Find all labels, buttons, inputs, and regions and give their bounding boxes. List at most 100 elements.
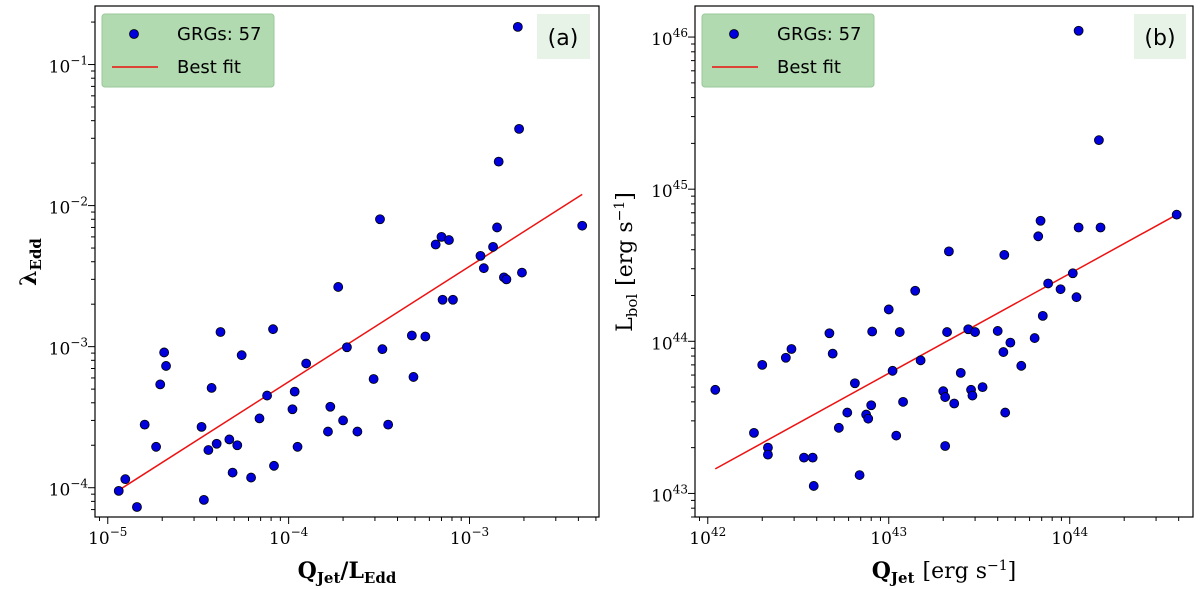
panel-b-data-point [749,427,759,438]
panel-a-data-point [342,342,352,353]
panel-a-data-point [236,350,247,361]
panel-a-data-point [512,21,523,32]
panel-b-y-tick-label: 1044 [651,330,688,354]
panel-b-y-axis-label: Lbol[erg s−1] [612,192,641,332]
panel-b-data-point [942,327,952,337]
panel-b-data-point [887,365,898,376]
panel-a-data-point [254,413,265,424]
panel-a-data-point [475,250,486,261]
panel-a-legend-box [101,13,275,88]
panel-b-x-tick-label: 1042 [689,525,726,549]
panel-b-tag: (b) [1134,14,1186,59]
panel-b-data-point [915,355,926,366]
panel-b-data-point [824,328,835,339]
panel-b-data-point [1005,337,1016,348]
panel-b-data-point [1073,25,1084,36]
panel-b-ticks [688,36,1180,524]
panel-b-plot-frame [694,5,1194,518]
panel-a-tag-box [537,14,590,59]
panel-a-data-point [501,274,512,285]
panel-b-data-point [849,378,860,389]
panel-a-data-point [206,383,217,393]
panel-b-data-point [763,449,773,460]
panel-a-data-point [352,426,363,437]
panel-b-data-point [833,422,844,433]
panel-b-data-point [1067,268,1078,279]
panel-a-data-point [246,472,256,483]
panel-b-data-point [786,344,797,354]
panel-a-data-point [262,390,272,401]
panel-b-chart: 1042 1043 1044 1043 1044 1045 1046 QJet[… [612,5,1194,587]
panel-a-data-point [488,241,498,252]
panel-b-data-point [1095,222,1106,233]
panel-b-data-point [842,407,853,418]
panel-a-y-tick-labels: 10−4 10−3 10−2 10−1 [49,54,89,501]
panel-b-data-point [867,326,878,337]
panel-b-data-point [1073,222,1084,233]
panel-a-data-point [211,438,222,449]
panel-b-data-point [1055,284,1066,295]
panel-a-y-tick-label: 10−1 [49,54,88,78]
panel-a-data-point [224,434,235,445]
panel-a-data-point [151,441,161,452]
panel-b-data-point [799,452,809,463]
panel-a-data-point [375,214,385,225]
panel-b-data-point [757,359,768,370]
panel-a-data-point [408,372,419,382]
panel-a-data-point [301,358,312,369]
panel-a-data-point [406,330,417,341]
panel-b-y-tick-label: 1043 [651,482,688,506]
panel-b-data-point [1171,209,1182,220]
panel-a-data-point [215,327,226,337]
panel-b-data-point [977,382,988,393]
panel-b-data-point [1029,333,1040,343]
panel-b-data-point [1071,292,1082,303]
panel-a-data-point [420,331,431,342]
panel-b-data-point [1033,231,1044,242]
panel-a-data-point [132,502,142,512]
panel-a-data-point [437,294,448,305]
panel-a-data-point [227,467,238,478]
panel-b-data-point [970,327,980,337]
panel-a-data-point [323,426,333,437]
panel-b-x-tick-label: 1044 [1051,525,1088,549]
panel-a-data-point [232,440,243,451]
panel-b-data-point [955,367,966,378]
panel-b-data-point [992,326,1003,336]
panel-b-data-point [808,481,819,491]
panel-a-y-tick-label: 10−3 [49,336,88,360]
panel-b-data-point [1016,360,1027,371]
panel-a-data-point [333,282,344,292]
panel-b-legend-label-points: GRGs: 57 [777,24,861,45]
panel-a-data-point [292,441,303,452]
panel-a-tag-label: (a) [548,26,579,51]
panel-a-chart: 10−5 10−4 10−3 10−4 10−3 10−2 10−1 QJet/… [16,5,600,587]
panel-b-data-point [807,452,818,463]
panel-b-data-point [940,392,951,402]
panel-a-x-tick-label: 10−4 [269,525,309,549]
panel-a-data-point [430,239,441,250]
panel-b-data-point [898,396,908,407]
panel-a-ticks [88,21,597,524]
panel-b-data-point [940,441,951,451]
panel-b-legend-box [701,13,875,88]
panel-b-y-tick-label: 1045 [651,178,688,202]
panel-a-data-point [268,324,278,335]
panel-b-best-fit-line [714,214,1178,470]
panel-a-data-point [198,494,209,505]
panel-b-data-point [1035,215,1046,226]
panel-a-data-point [161,361,171,371]
panel-b-legend-label-fit: Best fit [777,57,841,78]
panel-a-y-axis-label: λEdd [16,238,45,286]
panel-b-x-tick-label: 1043 [870,525,907,549]
panel-a-legend-marker-icon [129,29,139,39]
panel-a-plot-frame [94,5,600,518]
panel-a-y-tick-label: 10−2 [49,195,88,219]
panel-a-data-point [203,445,214,455]
panel-b-data-point [827,348,838,359]
panel-a-data-point [139,419,150,430]
panel-a-data-point [514,123,524,134]
panel-a-data-point [492,222,502,233]
panel-a-data-point [113,485,124,496]
